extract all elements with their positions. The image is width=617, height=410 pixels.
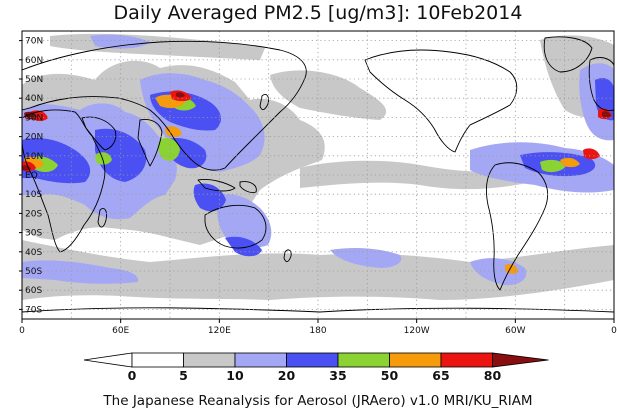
lat-tick-label: 30N [25,113,43,123]
colorbar-level-label: 20 [278,368,296,383]
colorbar-arrow-left [83,352,133,368]
colorbar-segment [234,352,287,368]
longitude-axis: 0 60E 120E 180 120W 60W 0 [19,319,617,336]
pm25-field [22,33,614,313]
colorbar-arrow-right [492,352,549,368]
lat-tick-label: EQ [25,171,38,181]
colorbar-segment [337,352,390,368]
coastlines [22,36,614,313]
lat-tick-label: 30S [25,229,42,239]
colorbar-segment [389,352,442,368]
lon-tick-label: 120W [404,326,430,336]
lat-tick-label: 50N [25,75,43,85]
lon-tick-label: 120E [208,326,231,336]
lat-tick-label: 50S [25,267,42,277]
lat-tick-label: 20S [25,209,42,219]
lat-tick-label: 70N [25,37,43,47]
lon-tick-label: 0 [611,326,617,336]
lat-tick-label: 10S [25,190,42,200]
colorbar-segment [131,352,184,368]
colorbar-level-label: 65 [432,368,449,383]
colorbar-segment [440,352,493,368]
lat-tick-label: 40N [25,94,43,104]
map-gridlines [22,31,614,319]
colorbar-level-label: 80 [484,368,502,383]
lat-tick-label: 40S [25,248,42,258]
lat-tick-label: 70S [25,305,42,315]
lat-tick-label: 10N [25,152,43,162]
lon-tick-label: 60E [112,326,129,336]
colorbar-segment [183,352,236,368]
lon-tick-label: 60W [505,326,525,336]
colorbar: 0 5 10 20 35 50 65 80 [83,352,549,383]
latitude-axis: 70N 60N 50N 40N 30N 20N 10N EQ 10S 20S 30S 40S 50S 60… [19,37,43,315]
colorbar-level-label: 35 [329,368,346,383]
colorbar-level-label: 50 [381,368,399,383]
colorbar-level-label: 10 [226,368,244,383]
colorbar-segment [286,352,339,368]
map-title: Daily Averaged PM2.5 [ug/m3]: 10Feb2014 [114,2,523,24]
pm25-level-50-65 [24,94,580,274]
colorbar-level-label: 5 [179,368,188,383]
lat-tick-label: 20N [25,133,43,143]
lat-tick-label: 60N [25,56,43,66]
footer-credit: The Japanese Reanalysis for Aerosol (JRA… [102,393,532,409]
colorbar-level-label: 0 [128,368,137,383]
lon-tick-label: 180 [309,326,326,336]
lat-tick-label: 60S [25,286,42,296]
lon-tick-label: 0 [19,326,25,336]
